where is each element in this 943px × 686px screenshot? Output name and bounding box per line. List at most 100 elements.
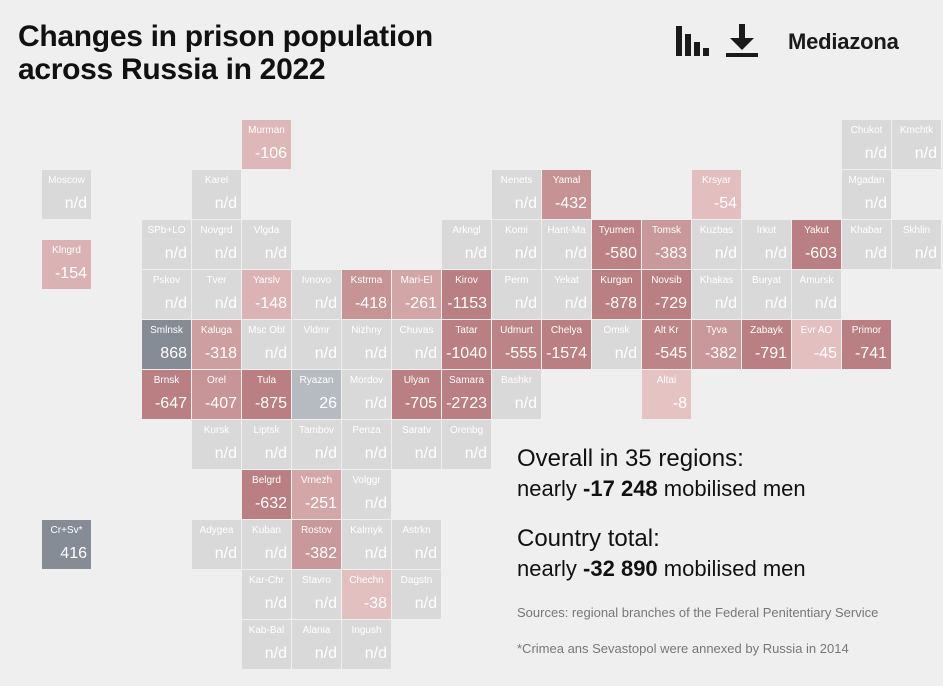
region-tile[interactable]: Mari-El -261 [392, 270, 441, 319]
region-tile[interactable]: Vrnezh -251 [292, 470, 341, 519]
region-tile[interactable]: Penza n/d [342, 420, 391, 469]
region-tile[interactable]: Kaluga -318 [192, 320, 241, 369]
region-tile[interactable]: Tatar -1040 [442, 320, 491, 369]
region-tile[interactable]: Primor -741 [842, 320, 891, 369]
region-value: n/d [414, 595, 437, 612]
region-tile[interactable]: Kirov -1153 [442, 270, 491, 319]
region-abbr: Kalmyk [350, 525, 383, 536]
region-tile[interactable]: Klngrd -154 [42, 240, 91, 289]
bar-chart-icon[interactable] [676, 26, 710, 56]
region-tile[interactable]: Alania n/d [292, 620, 341, 669]
region-tile[interactable]: Pskov n/d [142, 270, 191, 319]
region-tile[interactable]: Yamal -432 [542, 170, 591, 219]
region-tile[interactable]: Cr+Sv* 416 [42, 520, 91, 569]
region-tile[interactable]: Novgrd n/d [192, 220, 241, 269]
region-tile[interactable]: Chuvas n/d [392, 320, 441, 369]
chart-title: Changes in prison population across Russ… [18, 20, 433, 86]
region-tile[interactable]: Tambov n/d [292, 420, 341, 469]
region-tile[interactable]: Kuzbas n/d [692, 220, 741, 269]
region-tile[interactable]: Khakas n/d [692, 270, 741, 319]
region-value: -382 [304, 545, 337, 562]
region-tile[interactable]: Samara -2723 [442, 370, 491, 419]
region-tile[interactable]: Altai -8 [642, 370, 691, 419]
region-tile[interactable]: Khabar n/d [842, 220, 891, 269]
region-tile[interactable]: Kurgan -878 [592, 270, 641, 319]
region-value: n/d [714, 245, 737, 262]
region-tile[interactable]: Kalmyk n/d [342, 520, 391, 569]
region-value: n/d [214, 245, 237, 262]
region-tile[interactable]: Rostov -382 [292, 520, 341, 569]
region-tile[interactable]: Kmchtk n/d [892, 120, 941, 169]
region-tile[interactable]: Brnsk -647 [142, 370, 191, 419]
region-tile[interactable]: Volggr n/d [342, 470, 391, 519]
region-tile[interactable]: Smlnsk 868 [142, 320, 191, 369]
region-tile[interactable]: Vldmr n/d [292, 320, 341, 369]
region-tile[interactable]: Tyumen -580 [592, 220, 641, 269]
region-tile[interactable]: Yarslv -148 [242, 270, 291, 319]
region-tile[interactable]: Yakut -603 [792, 220, 841, 269]
region-tile[interactable]: Chukot n/d [842, 120, 891, 169]
region-tile[interactable]: Astrkn n/d [392, 520, 441, 569]
region-tile[interactable]: Ryazan 26 [292, 370, 341, 419]
download-icon[interactable] [724, 22, 760, 58]
region-tile[interactable]: Nizhny n/d [342, 320, 391, 369]
region-tile[interactable]: Tver n/d [192, 270, 241, 319]
region-tile[interactable]: Saratv n/d [392, 420, 441, 469]
region-tile[interactable]: SPb+LO n/d [142, 220, 191, 269]
region-value: -580 [604, 245, 637, 262]
region-tile[interactable]: Moscow n/d [42, 170, 91, 219]
region-tile[interactable]: Tomsk -383 [642, 220, 691, 269]
region-tile[interactable]: Kar-Chr n/d [242, 570, 291, 619]
region-tile[interactable]: Stavro n/d [292, 570, 341, 619]
region-tile[interactable]: Karel n/d [192, 170, 241, 219]
region-tile[interactable]: Komi n/d [492, 220, 541, 269]
brand-logo[interactable]: Mediazona [788, 29, 899, 54]
region-tile[interactable]: Kab-Bal n/d [242, 620, 291, 669]
region-tile[interactable]: Chechn -38 [342, 570, 391, 619]
region-tile[interactable]: Novsib -729 [642, 270, 691, 319]
region-tile[interactable]: Dagstn n/d [392, 570, 441, 619]
region-tile[interactable]: Kstrma -418 [342, 270, 391, 319]
region-tile[interactable]: Ulyan -705 [392, 370, 441, 419]
region-tile[interactable]: Yekat n/d [542, 270, 591, 319]
region-tile[interactable]: Krsyar -54 [692, 170, 741, 219]
region-tile[interactable]: Belgrd -632 [242, 470, 291, 519]
region-tile[interactable]: Chelya -1574 [542, 320, 591, 369]
region-tile[interactable]: Nenets n/d [492, 170, 541, 219]
region-abbr: Orenbg [449, 425, 484, 436]
region-tile[interactable]: Evr AO -45 [792, 320, 841, 369]
region-tile[interactable]: Murman -106 [242, 120, 291, 169]
region-tile[interactable]: Udmurt -555 [492, 320, 541, 369]
region-tile[interactable]: Ingush n/d [342, 620, 391, 669]
region-tile[interactable]: Mgadan n/d [842, 170, 891, 219]
region-abbr: Murman [248, 125, 285, 136]
region-tile[interactable]: Orenbg n/d [442, 420, 491, 469]
region-tile[interactable]: Liptsk n/d [242, 420, 291, 469]
region-tile[interactable]: Orel -407 [192, 370, 241, 419]
region-value: n/d [314, 345, 337, 362]
region-tile[interactable]: Perm n/d [492, 270, 541, 319]
region-tile[interactable]: Omsk n/d [592, 320, 641, 369]
region-tile[interactable]: Arkngl n/d [442, 220, 491, 269]
region-value: -705 [404, 395, 437, 412]
region-tile[interactable]: Bashkr n/d [492, 370, 541, 419]
region-tile[interactable]: Tula -875 [242, 370, 291, 419]
region-tile[interactable]: Amursk n/d [792, 270, 841, 319]
region-tile[interactable]: Mordov n/d [342, 370, 391, 419]
region-tile[interactable]: Zabayk -791 [742, 320, 791, 369]
region-tile[interactable]: Kursk n/d [192, 420, 241, 469]
region-tile[interactable]: Alt Kr -545 [642, 320, 691, 369]
region-value: n/d [914, 145, 937, 162]
region-tile[interactable]: Buryat n/d [742, 270, 791, 319]
region-abbr: Chuvas [399, 325, 434, 336]
region-tile[interactable]: Tyva -382 [692, 320, 741, 369]
region-tile[interactable]: Skhlin n/d [892, 220, 941, 269]
region-tile[interactable]: Adygea n/d [192, 520, 241, 569]
region-tile[interactable]: Vlgda n/d [242, 220, 291, 269]
region-tile[interactable]: Ivnovo n/d [292, 270, 341, 319]
region-tile[interactable]: Msc Obl n/d [242, 320, 291, 369]
region-tile[interactable]: Kuban n/d [242, 520, 291, 569]
region-tile[interactable]: Irkut n/d [742, 220, 791, 269]
region-tile[interactable]: Hant-Ma n/d [542, 220, 591, 269]
